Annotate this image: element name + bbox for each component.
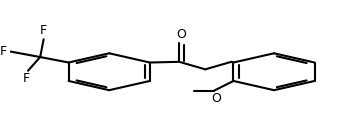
Text: O: O — [176, 28, 186, 41]
Text: O: O — [211, 92, 221, 105]
Text: F: F — [23, 72, 30, 85]
Text: F: F — [40, 24, 47, 37]
Text: F: F — [0, 45, 7, 58]
